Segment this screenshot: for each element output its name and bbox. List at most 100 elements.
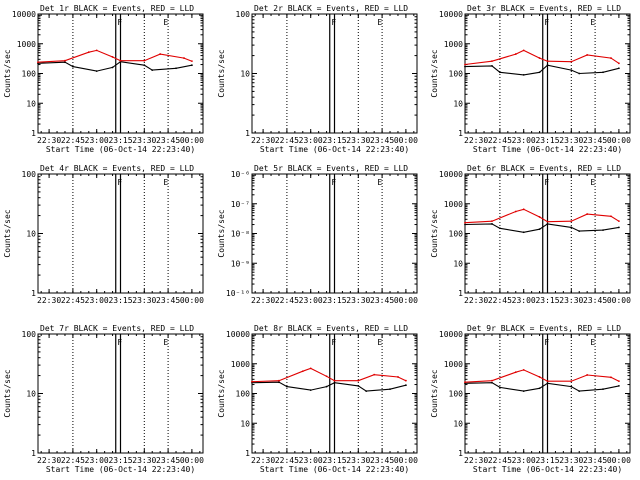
x-tick-label: 23:45 [156, 296, 180, 305]
y-axis-label: Counts/sec [3, 369, 12, 417]
data-point [357, 379, 360, 382]
chart-panel-1: Det 1r BLACK = Events, RED = LLD 1 10 100 10… [3, 4, 204, 154]
x-tick-label: 22:30 [464, 456, 488, 465]
data-point [514, 53, 517, 55]
x-axis-label: Start Time (06-Oct-14 22:23:40) [260, 465, 409, 474]
y-tick-label: 1 [458, 449, 463, 458]
y-axis-label: Counts/sec [430, 209, 439, 257]
chart-panel-3: Det 3r BLACK = Events, RED = LLD 1 10 100 10… [430, 4, 631, 154]
x-tick-label: 22:45 [275, 296, 299, 305]
x-tick-label: 23:15 [322, 136, 346, 145]
event-marker-label: E [163, 18, 168, 27]
data-point [464, 223, 466, 226]
y-tick-label: 10⁻⁹ [231, 259, 250, 268]
data-point [570, 380, 573, 383]
x-tick-label: 22:30 [251, 136, 275, 145]
y-tick-label: 1 [245, 449, 250, 458]
x-tick-label: 22:45 [61, 296, 85, 305]
y-tick-label: 10 [453, 259, 463, 268]
data-point [491, 65, 493, 67]
x-tick-label: 22:45 [488, 136, 512, 145]
data-point [522, 49, 525, 52]
y-tick-label: 10000 [439, 170, 463, 179]
x-tick-label: 23:00 [85, 136, 109, 145]
y-axis-label: Counts/sec [430, 49, 439, 97]
data-point [309, 389, 312, 392]
data-point [404, 384, 407, 387]
data-point [491, 381, 493, 384]
y-tick-label: 10 [26, 390, 36, 399]
data-point [183, 57, 185, 59]
x-axis-label: Start Time (06-Oct-14 22:23:40) [473, 465, 622, 474]
y-axis-label: Counts/sec [217, 49, 226, 97]
data-point [578, 390, 581, 393]
x-axis-label: Start Time (06-Oct-14 22:23:40) [473, 145, 622, 154]
data-point [522, 208, 525, 211]
event-marker-label: F [117, 338, 122, 347]
data-point [333, 379, 336, 382]
event-marker-label: E [377, 178, 382, 187]
data-point [538, 228, 541, 231]
y-tick-label: 10 [453, 99, 463, 108]
data-point [522, 231, 525, 234]
y-tick-label: 10⁻¹⁰ [226, 289, 250, 298]
x-tick-label: 23:15 [108, 136, 132, 145]
x-tick-label: 23:00 [85, 296, 109, 305]
y-tick-label: 100 [449, 70, 464, 79]
events-series-line [464, 223, 619, 233]
event-marker-label: E [590, 18, 595, 27]
data-point [95, 70, 98, 73]
data-point [546, 64, 549, 67]
y-tick-label: 10000 [226, 330, 250, 339]
data-point [333, 381, 336, 384]
data-point [325, 375, 328, 378]
data-point [87, 51, 90, 54]
data-point [602, 71, 604, 74]
event-marker-label: F [544, 18, 549, 27]
chart-title: Det 5r BLACK = Events, RED = LLD [254, 164, 408, 173]
y-tick-label: 100 [22, 330, 37, 339]
data-point [522, 369, 525, 371]
data-point [538, 71, 541, 74]
x-tick-label: 23:45 [370, 136, 394, 145]
y-axis-label: Counts/sec [3, 209, 12, 257]
x-tick-label: 23:00 [85, 456, 109, 465]
y-tick-label: 1000 [17, 40, 36, 49]
data-point [365, 390, 368, 393]
y-tick-label: 1000 [444, 200, 463, 209]
y-tick-label: 1 [31, 129, 36, 138]
data-point [546, 382, 549, 385]
data-point [617, 220, 620, 223]
x-tick-label: 23:45 [156, 456, 180, 465]
data-point [404, 379, 407, 382]
x-tick-label: 23:15 [108, 296, 132, 305]
x-axis-label: Start Time (06-Oct-14 22:23:40) [260, 145, 409, 154]
data-point [119, 59, 122, 62]
x-tick-label: 22:30 [251, 456, 275, 465]
data-point [464, 63, 466, 66]
x-tick-label: 23:30 [559, 136, 583, 145]
data-point [602, 229, 604, 232]
y-tick-label: 10 [240, 419, 250, 428]
y-tick-label: 100 [449, 230, 464, 239]
y-tick-label: 100 [236, 10, 251, 19]
data-point [309, 367, 312, 370]
data-point [143, 64, 146, 67]
data-point [491, 223, 493, 225]
data-point [538, 57, 541, 59]
x-tick-label: 23:30 [346, 136, 370, 145]
data-point [578, 72, 581, 75]
x-tick-label: 23:15 [535, 296, 559, 305]
data-point [464, 381, 466, 384]
x-tick-label: 00:00 [394, 136, 418, 145]
y-tick-label: 1 [245, 129, 250, 138]
y-tick-label: 100 [449, 390, 464, 399]
data-point [610, 215, 612, 218]
x-tick-label: 00:00 [607, 456, 631, 465]
x-tick-label: 00:00 [607, 136, 631, 145]
y-tick-label: 100 [236, 390, 251, 399]
x-tick-label: 22:45 [488, 296, 512, 305]
x-tick-label: 23:45 [370, 296, 394, 305]
chart-title: Det 8r BLACK = Events, RED = LLD [254, 324, 408, 333]
x-tick-label: 23:15 [535, 136, 559, 145]
